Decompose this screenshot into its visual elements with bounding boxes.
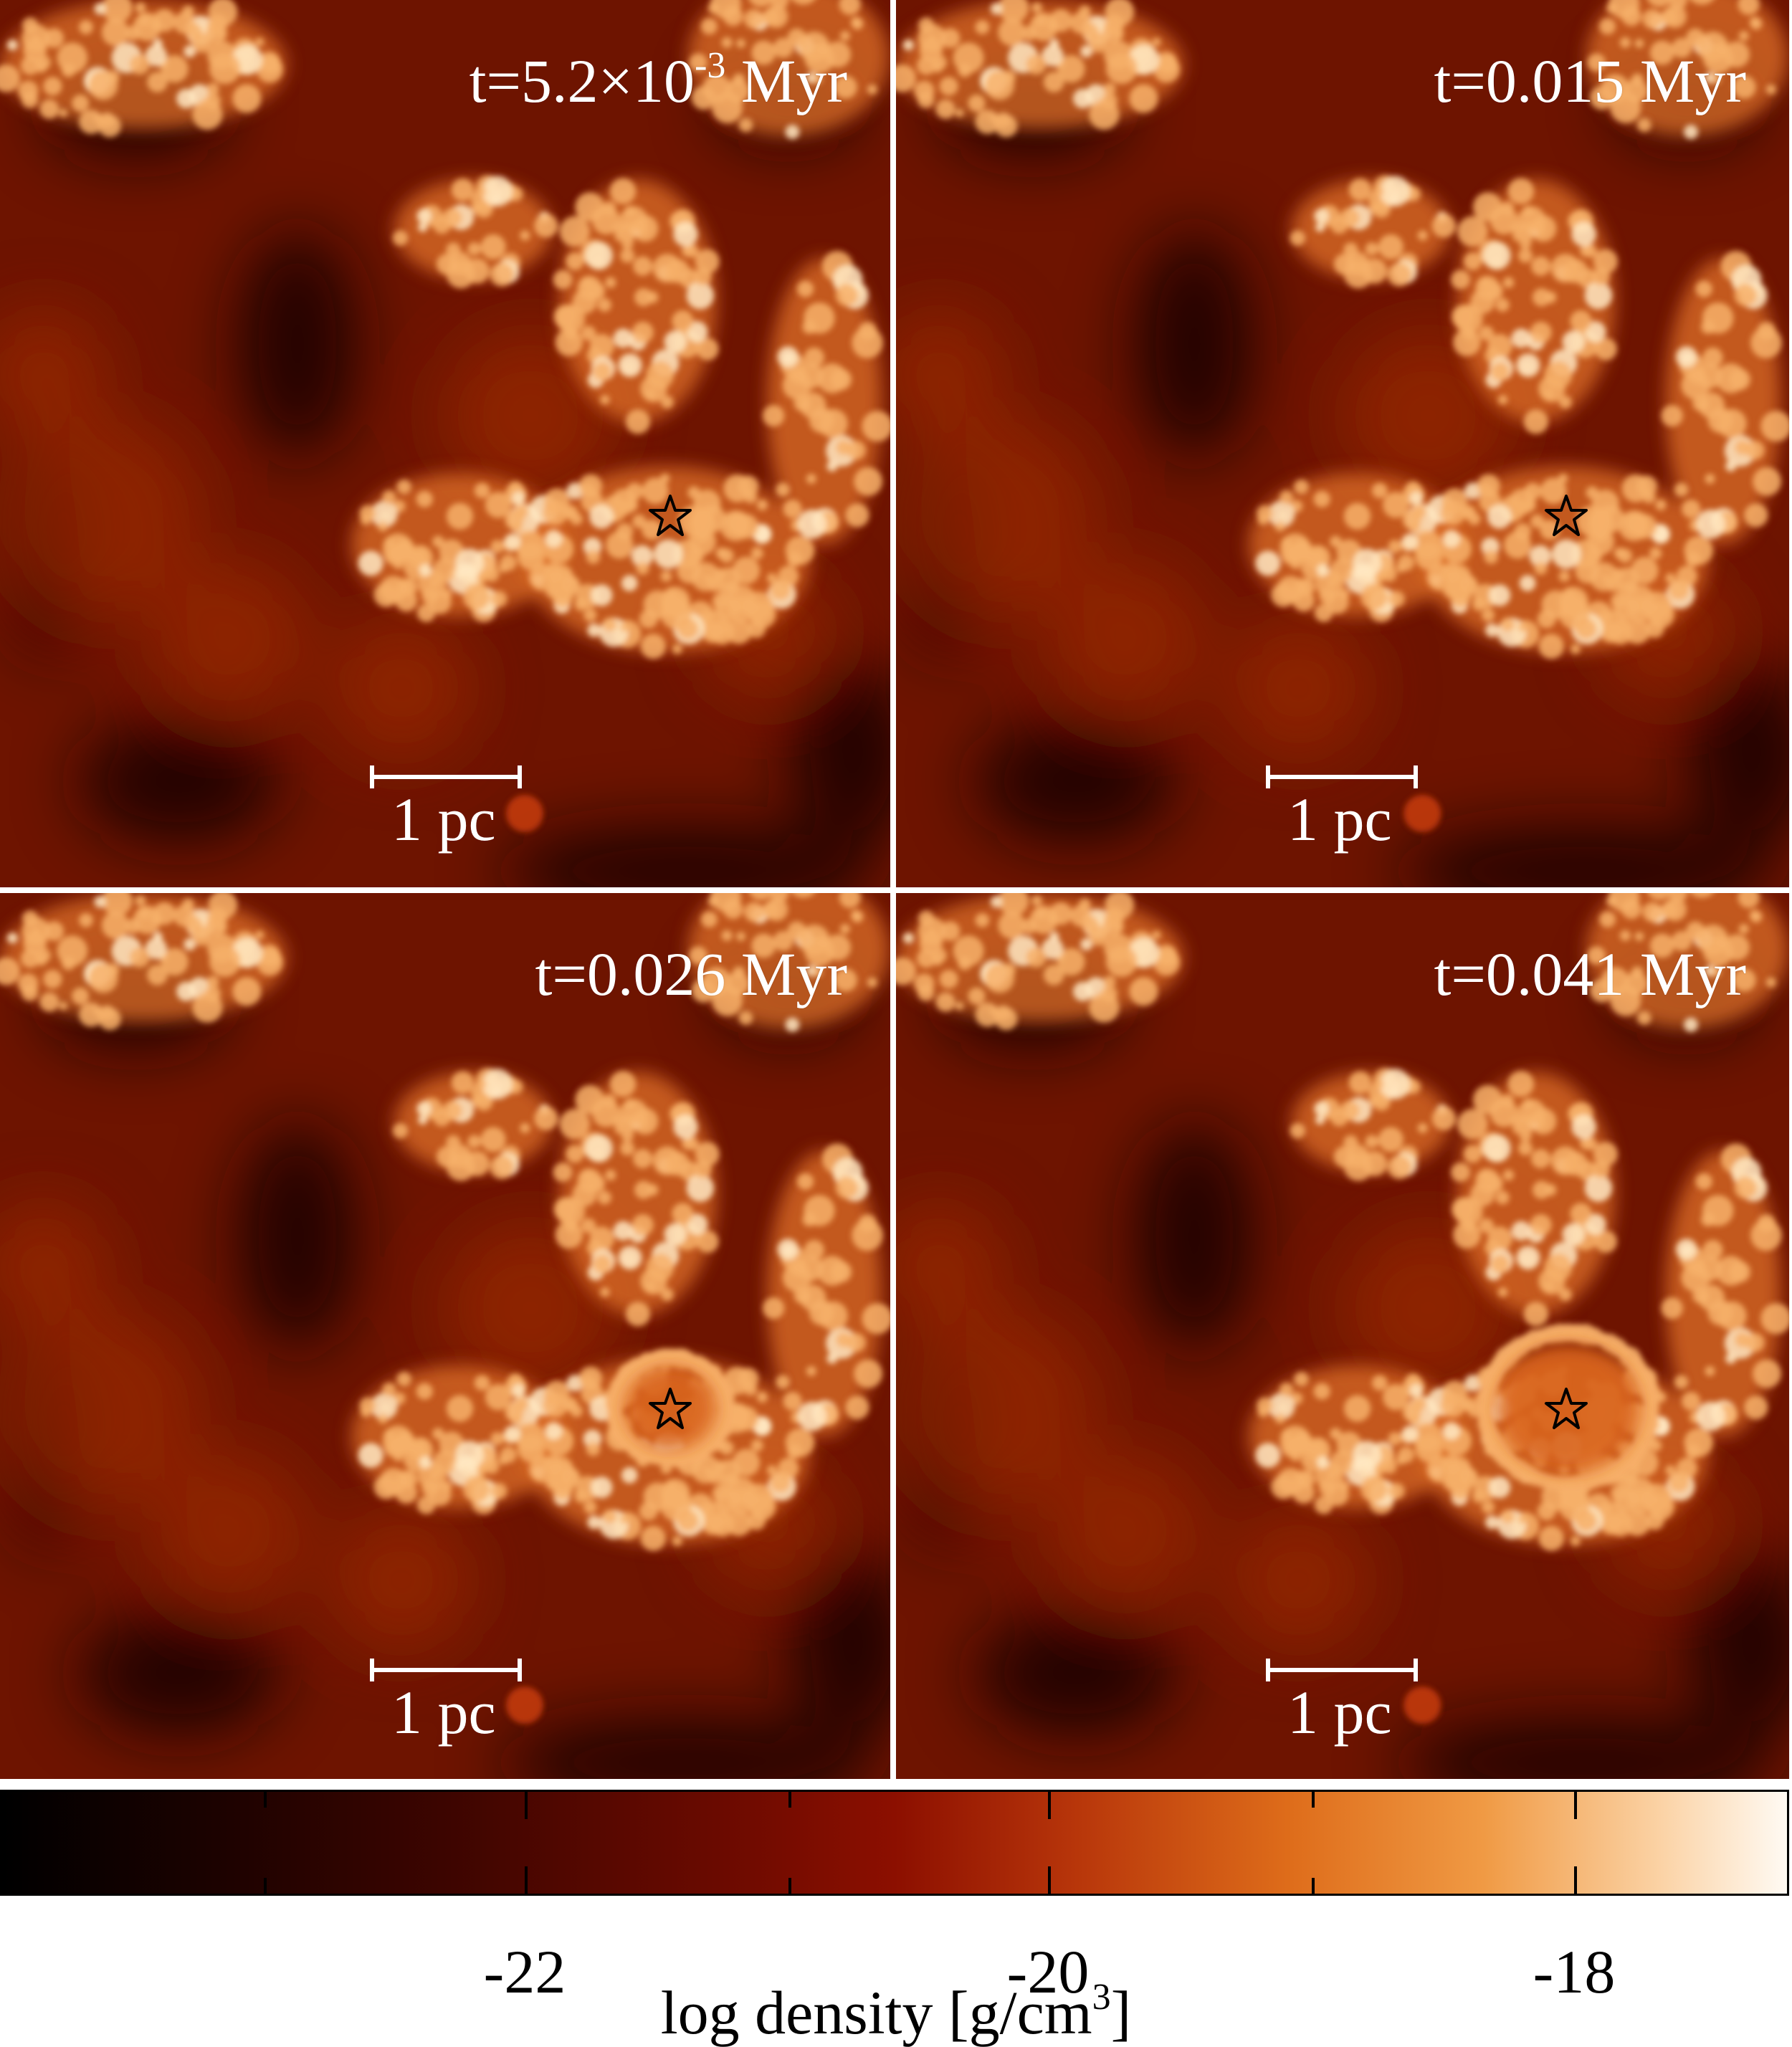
time-label: t=0.015 Myr [1434,47,1746,115]
colorbar-title: log density [g/cm3] [660,1977,1132,2047]
time-label: t=0.026 Myr [535,940,847,1008]
scale-bar [370,765,522,788]
colorbar-gradient [0,1790,1789,1896]
colorbar-tick [1312,1792,1315,1808]
colorbar-tick-label: -20 [1006,1937,1090,2006]
colorbar-tick [1048,1866,1051,1894]
colorbar-tick [525,1866,528,1894]
scale-bar [370,1659,522,1681]
colorbar-tick [264,1792,267,1808]
panel-bottom-left: t=0.026 Myr 1 pc [0,893,890,1779]
panel-top-left: t=5.2×10-3 Myr 1 pc [0,0,890,887]
panel-top-right: t=0.015 Myr 1 pc [896,0,1789,887]
colorbar-tick [788,1792,791,1808]
scale-bar-label: 1 pc [1287,785,1392,854]
scale-bar-label: 1 pc [391,1678,496,1747]
colorbar-tick [525,1792,528,1819]
scale-bar-label: 1 pc [1287,1678,1392,1747]
star-icon [647,493,693,539]
colorbar-tick [1312,1878,1315,1894]
colorbar-tick-label: -22 [483,1937,566,2006]
time-label: t=5.2×10-3 Myr [469,45,847,115]
density-map [0,0,890,887]
panel-bottom-right: t=0.041 Myr 1 pc [896,893,1789,1779]
scale-bar-label: 1 pc [391,785,496,854]
colorbar-tick [1574,1792,1577,1819]
colorbar-tick [264,1878,267,1894]
colorbar [0,1790,1789,1896]
density-map [0,893,890,1779]
colorbar-tick [788,1878,791,1894]
star-icon [647,1386,693,1432]
colorbar-tick [1048,1792,1051,1819]
density-map [896,0,1789,887]
colorbar-tick-label: -18 [1533,1937,1616,2006]
density-map [896,893,1789,1779]
star-icon [1543,493,1589,539]
star-icon [1543,1386,1589,1432]
time-label: t=0.041 Myr [1434,940,1746,1008]
colorbar-tick [1574,1866,1577,1894]
scale-bar [1266,765,1418,788]
scale-bar [1266,1659,1418,1681]
